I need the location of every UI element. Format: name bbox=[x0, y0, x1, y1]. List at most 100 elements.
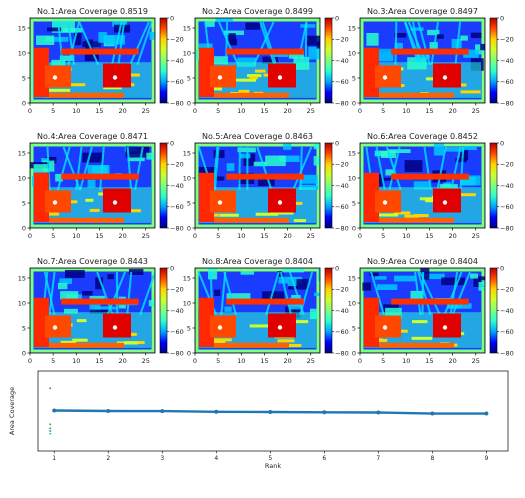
heatmap-band bbox=[206, 87, 223, 91]
plot-frame bbox=[194, 267, 321, 354]
colorbar-tick-label: −80 bbox=[170, 99, 184, 107]
heatmap-ray bbox=[299, 146, 303, 190]
x-tick-label: 6 bbox=[322, 455, 326, 462]
heatmap-region bbox=[277, 271, 284, 280]
y-tick-label: 15 bbox=[18, 274, 26, 282]
heatmap-region bbox=[48, 156, 57, 164]
x-tick-label: 25 bbox=[142, 357, 150, 365]
heatmap-band bbox=[211, 338, 232, 342]
heatmap-band bbox=[293, 219, 307, 223]
heatmap-field bbox=[195, 268, 320, 353]
heatmap-ray bbox=[404, 21, 423, 66]
heatmap-region bbox=[82, 291, 93, 296]
colorbar-tick-label: −40 bbox=[500, 57, 514, 65]
x-tick-label: 2 bbox=[106, 455, 110, 462]
heatmap-corridor bbox=[61, 173, 139, 180]
heatmap-region bbox=[33, 164, 48, 173]
heatmap-region bbox=[198, 166, 218, 177]
rank-chart: 1 2 3 4 5 6 7 8 9 Rank Area Coverage bbox=[8, 370, 509, 470]
heatmap-ray bbox=[443, 271, 463, 316]
heatmap-region bbox=[299, 174, 318, 184]
heatmap-ray bbox=[78, 21, 100, 66]
heatmap-region bbox=[313, 155, 320, 166]
y-tick-label: 5 bbox=[352, 324, 356, 332]
x-tick-label: 20 bbox=[283, 107, 291, 115]
transmitter-marker bbox=[52, 200, 58, 205]
heatmap-hotspot bbox=[433, 63, 461, 88]
plot-frame bbox=[29, 17, 156, 104]
y-tick-label: 15 bbox=[18, 24, 26, 32]
heatmap-band bbox=[456, 83, 467, 87]
heatmap-band bbox=[419, 197, 442, 201]
heatmap-region bbox=[214, 289, 221, 297]
heatmap-region bbox=[394, 32, 407, 38]
heatmap-region bbox=[470, 273, 479, 279]
heatmap-panel: No.8:Area Coverage 0.8404 0 5 10 15 20 25 0 5 10 1… bbox=[183, 257, 349, 365]
x-tick-label: 10 bbox=[237, 107, 245, 115]
panel-title: No.3:Area Coverage 0.8497 bbox=[367, 7, 478, 16]
heatmap-field bbox=[195, 143, 320, 228]
heatmap-band bbox=[277, 339, 295, 343]
heatmap-band bbox=[219, 213, 239, 217]
heatmap-ray bbox=[79, 146, 93, 191]
heatmap-region bbox=[473, 276, 485, 288]
colorbar-tick-label: −60 bbox=[170, 328, 184, 336]
heatmap-region bbox=[107, 274, 114, 280]
heatmap-region bbox=[59, 55, 75, 61]
heatmap-region bbox=[63, 28, 83, 33]
colorbar-tick-label: −40 bbox=[500, 182, 514, 190]
heatmap-region bbox=[410, 290, 424, 303]
colorbar-tick-label: −40 bbox=[335, 182, 349, 190]
x-tick-label: 3 bbox=[160, 455, 164, 462]
x-tick-label: 0 bbox=[193, 232, 197, 240]
panel-title: No.4:Area Coverage 0.8471 bbox=[37, 132, 148, 141]
x-tick-label: 15 bbox=[95, 107, 103, 115]
heatmap-ray bbox=[430, 21, 440, 65]
y-tick-label: 5 bbox=[187, 74, 191, 82]
series-point bbox=[106, 409, 111, 414]
x-tick-label: 15 bbox=[425, 232, 433, 240]
heatmap-ray bbox=[56, 146, 71, 191]
colorbar bbox=[489, 17, 498, 104]
heatmap-band bbox=[98, 192, 107, 196]
x-tick-label: 15 bbox=[260, 232, 268, 240]
heatmap-panel: No.5:Area Coverage 0.8463 0 5 10 15 20 25 0 5 10 1… bbox=[183, 132, 349, 240]
transmitter-marker bbox=[442, 200, 448, 205]
heatmap-ray bbox=[223, 271, 237, 316]
heatmap-ray bbox=[265, 271, 280, 316]
heatmap-region bbox=[413, 181, 430, 190]
heatmap-band bbox=[60, 340, 77, 344]
heatmap-ray bbox=[385, 146, 402, 191]
heatmap-band bbox=[128, 209, 141, 213]
heatmap-band bbox=[85, 198, 94, 202]
x-tick-label: 5 bbox=[216, 107, 220, 115]
heatmap-region bbox=[84, 53, 99, 62]
heatmap-ray bbox=[43, 271, 56, 315]
transmitter-marker bbox=[52, 325, 58, 330]
x-tick-label: 7 bbox=[376, 455, 380, 462]
y-tick-label: 5 bbox=[22, 324, 26, 332]
heatmap-region bbox=[420, 268, 430, 280]
heatmap-ray bbox=[48, 271, 56, 315]
series-point bbox=[322, 410, 327, 415]
heatmap-ray bbox=[296, 21, 308, 65]
heatmap-region bbox=[243, 153, 256, 166]
heatmap-ray bbox=[213, 146, 220, 190]
heatmap-ray bbox=[304, 21, 308, 65]
x-tick-label: 10 bbox=[402, 357, 410, 365]
scatter-point bbox=[49, 430, 52, 432]
heatmap-corridor bbox=[49, 342, 124, 348]
heatmap-ray bbox=[220, 271, 227, 315]
heatmap-region bbox=[208, 268, 218, 280]
heatmap-region bbox=[305, 35, 320, 46]
x-tick-label: 0 bbox=[28, 357, 32, 365]
x-tick-label: 25 bbox=[307, 107, 315, 115]
heatmap-ray bbox=[46, 146, 51, 190]
x-tick-label: 0 bbox=[358, 357, 362, 365]
heatmap-region bbox=[228, 33, 236, 46]
y-tick-label: 10 bbox=[18, 299, 26, 307]
heatmap-region bbox=[308, 46, 320, 60]
heatmap-ray bbox=[256, 146, 273, 191]
colorbar-tick-label: −60 bbox=[335, 203, 349, 211]
